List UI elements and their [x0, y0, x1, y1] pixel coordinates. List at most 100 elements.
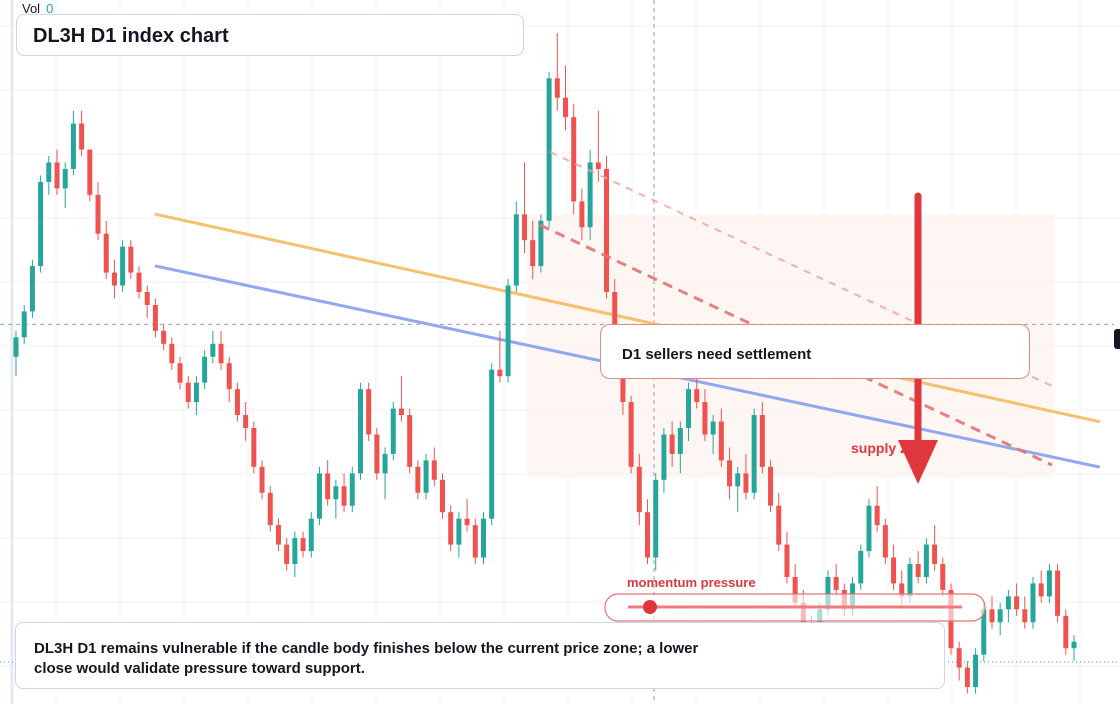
candle-body: [669, 434, 675, 454]
candle-body: [29, 266, 35, 312]
candle-body: [513, 214, 519, 286]
summary-card: DL3H D1 remains vulnerable if the candle…: [15, 622, 945, 689]
summary-text: DL3H D1 remains vulnerable if the candle…: [34, 640, 699, 677]
candle-body: [1005, 596, 1011, 610]
candle-body: [407, 415, 413, 467]
candle-body: [456, 518, 462, 545]
candle-body: [645, 512, 651, 558]
candle-body: [316, 473, 322, 519]
candle-body: [480, 518, 486, 558]
candle-body: [13, 337, 19, 357]
candle-body: [341, 486, 347, 506]
candle-body: [333, 486, 339, 500]
candle-body: [1071, 641, 1077, 649]
candle-body: [111, 272, 117, 286]
candle-body: [751, 415, 757, 493]
candle-body: [284, 544, 290, 564]
supply-zone-label: supply zone: [851, 440, 932, 456]
candle-body: [210, 343, 216, 357]
volume-label: Vol: [22, 1, 41, 16]
candle-body: [554, 78, 560, 98]
candle-body: [735, 473, 741, 487]
candle-body: [981, 609, 987, 655]
candle-body: [677, 428, 683, 454]
candle-body: [636, 466, 642, 513]
candle-body: [759, 415, 765, 467]
candle-body: [243, 415, 249, 428]
momentum-knob: [643, 600, 657, 614]
volume-value: 0: [46, 1, 54, 16]
candle-body: [546, 78, 552, 221]
candle-body: [718, 421, 724, 461]
sellers-note-card: D1 sellers need settlement: [600, 324, 1030, 379]
trendline-0: [154, 212, 1101, 424]
candle-body: [136, 272, 142, 292]
candle-body: [587, 162, 593, 228]
candle-body: [177, 363, 183, 383]
candle-body: [464, 518, 470, 526]
candle-body: [997, 609, 1003, 623]
candle-body: [932, 544, 938, 564]
candle-body: [308, 518, 314, 552]
candle-body: [964, 667, 970, 688]
candle-body: [612, 292, 618, 344]
candle-body: [95, 194, 101, 234]
candle-body: [702, 402, 708, 435]
candle-body: [292, 538, 298, 564]
candle-body: [120, 246, 126, 286]
candle-body: [1055, 570, 1061, 616]
candle-body: [538, 220, 544, 267]
candle-body: [489, 369, 495, 519]
candle-body: [899, 583, 905, 597]
candle-body: [161, 330, 167, 344]
candle-body: [825, 576, 831, 610]
candle-body: [768, 466, 774, 506]
candle-body: [300, 538, 306, 552]
candle-body: [128, 246, 134, 273]
candle-body: [54, 162, 60, 189]
candle-body: [21, 311, 27, 338]
candle-body: [628, 402, 634, 467]
price-scale-tag[interactable]: [1114, 329, 1120, 349]
candle-body: [989, 609, 995, 623]
candle-body: [776, 505, 782, 545]
candle-body: [398, 408, 404, 416]
candle-body: [366, 389, 372, 435]
candle-body: [956, 648, 962, 668]
candle-body: [357, 389, 363, 474]
candle-body: [226, 363, 232, 390]
candle-body: [1046, 570, 1052, 597]
candle-body: [915, 564, 921, 577]
candle-body: [973, 654, 979, 688]
candle-body: [218, 343, 224, 364]
candle-body: [382, 453, 388, 474]
candle-body: [571, 117, 577, 202]
candle-body: [1063, 615, 1069, 649]
candle-body: [521, 214, 527, 241]
candle-body: [882, 525, 888, 558]
candle-body: [710, 421, 716, 435]
candle-body: [193, 382, 199, 403]
candle-body: [505, 285, 511, 377]
candle-body: [743, 473, 749, 493]
candle-body: [325, 473, 331, 500]
candle-body: [1014, 596, 1020, 610]
candle-body: [259, 466, 265, 493]
candle-body: [79, 123, 85, 150]
candle-body: [267, 492, 273, 526]
candle-body: [472, 525, 478, 558]
candle-body: [595, 162, 601, 169]
candle-body: [144, 292, 150, 305]
candle-body: [439, 479, 445, 513]
candle-body: [661, 434, 667, 480]
dashed-resistance-line: [539, 223, 1053, 467]
candle-body: [431, 460, 437, 480]
candle-body: [833, 576, 839, 590]
candle-body: [579, 201, 585, 228]
candle-body: [423, 460, 429, 493]
candle-body: [251, 428, 257, 467]
candle-body: [349, 473, 355, 506]
candle-body: [234, 389, 240, 416]
candle-body: [653, 479, 659, 558]
candle-body: [784, 544, 790, 577]
